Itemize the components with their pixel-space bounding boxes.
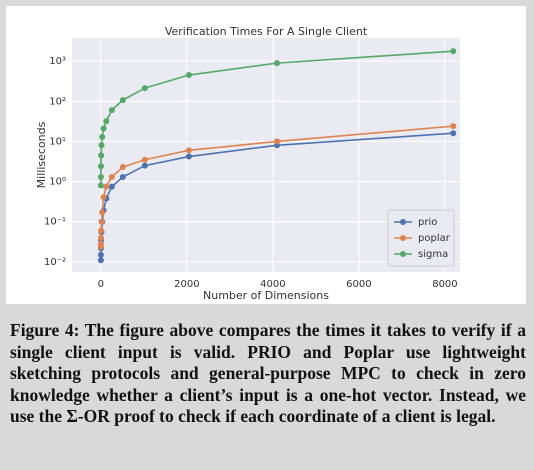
- data-point: [98, 152, 105, 159]
- marks: [97, 48, 457, 264]
- x-tick-label: 2000: [174, 279, 199, 290]
- data-point: [98, 227, 105, 234]
- data-point: [141, 85, 148, 92]
- y-tick-label: 10²: [49, 96, 66, 107]
- data-point: [274, 60, 281, 67]
- x-tick-label: 0: [98, 279, 104, 290]
- data-point: [450, 123, 457, 130]
- data-point: [450, 130, 457, 137]
- x-tick-label: 6000: [346, 279, 371, 290]
- data-point: [97, 163, 104, 170]
- data-point: [97, 182, 104, 189]
- data-point: [103, 183, 110, 190]
- data-point: [185, 153, 192, 160]
- data-point: [141, 156, 148, 163]
- legend-label: prio: [418, 217, 437, 228]
- data-point: [97, 234, 104, 241]
- figure: Verification Times For A Single Client N…: [6, 6, 526, 304]
- legend-label: sigma: [418, 249, 448, 260]
- data-point: [99, 133, 106, 140]
- chart-title: Verification Times For A Single Client: [165, 25, 368, 38]
- data-point: [108, 107, 115, 114]
- data-point: [103, 118, 110, 125]
- data-point: [97, 257, 104, 264]
- y-tick-label: 10⁻²: [44, 257, 66, 268]
- caption: Figure 4: The figure above compares the …: [10, 320, 526, 426]
- y-tick-label: 10³: [49, 56, 66, 67]
- data-point: [97, 251, 104, 258]
- data-point: [100, 125, 107, 132]
- data-point: [99, 209, 106, 216]
- data-point: [185, 72, 192, 79]
- legend-marker: [400, 235, 406, 241]
- data-point: [98, 218, 105, 225]
- legend-marker: [400, 251, 406, 257]
- data-point: [450, 48, 457, 55]
- chart: Verification Times For A Single Client N…: [35, 25, 460, 302]
- data-point: [108, 173, 115, 180]
- data-point: [119, 97, 126, 104]
- data-point: [141, 162, 148, 169]
- legend-marker: [400, 219, 406, 225]
- data-point: [108, 183, 115, 190]
- data-point: [274, 138, 281, 145]
- x-axis-label: Number of Dimensions: [203, 289, 329, 302]
- data-point: [100, 194, 107, 201]
- y-tick-label: 10⁰: [49, 177, 66, 188]
- y-tick-label: 10⁻¹: [44, 217, 66, 228]
- data-point: [98, 142, 105, 149]
- data-point: [97, 240, 104, 247]
- legend: prio poplar sigma: [387, 209, 455, 267]
- data-point: [97, 173, 104, 180]
- data-point: [119, 173, 126, 180]
- x-tick-label: 8000: [432, 279, 457, 290]
- y-axis-label: Milliseconds: [35, 121, 48, 188]
- data-point: [185, 147, 192, 154]
- legend-label: poplar: [418, 233, 451, 244]
- y-tick-label: 10¹: [49, 136, 66, 147]
- x-tick-label: 4000: [260, 279, 285, 290]
- data-point: [119, 164, 126, 171]
